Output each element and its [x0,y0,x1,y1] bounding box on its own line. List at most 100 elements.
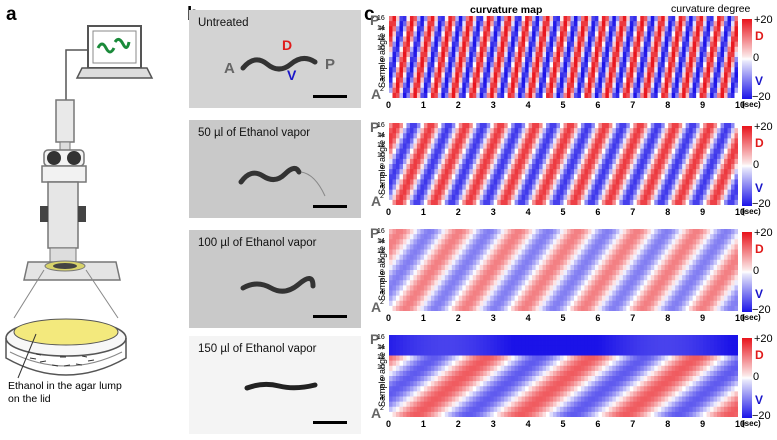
x-tick-label: 10 [735,313,746,323]
y-tick-label: 14 [377,24,385,32]
heatmap-4 [389,335,738,417]
y-tick-label: 10 [377,364,385,372]
panel-a-caption: Ethanol in the agar lump on the lid [8,380,122,406]
scale-bar [313,315,347,318]
y-tick-label: 8 [380,55,384,63]
colorbar-min: −20 [752,304,771,316]
x-tick-label: 5 [560,100,566,110]
x-tick-label: 5 [560,207,566,217]
x-tick-label: 1 [420,313,426,323]
photo-150ul: 150 µl of Ethanol vapor [189,336,361,434]
x-tick-label: 2 [455,419,461,429]
y-tick-label: 12 [377,354,385,362]
y-tick-label: 16 [377,121,385,129]
x-tick-label: 6 [595,313,601,323]
worm-image [238,166,326,197]
label-anterior: A [371,299,382,315]
caption-line-1: Ethanol in the agar lump [8,380,122,392]
y-tick-label: 6 [380,278,384,286]
x-tick-label: 9 [700,100,706,110]
colorbar [742,19,752,99]
x-tick-label: 3 [490,100,496,110]
colorbar [742,126,752,206]
x-tick-label: 8 [665,313,671,323]
y-tick-label: 2 [380,299,384,307]
label-posterior: P [370,12,380,28]
x-axis-unit: (sec) [742,313,761,322]
colorbar-zero: 0 [753,265,760,277]
y-tick-label: 12 [377,142,385,150]
curvature-map-title: curvature map [470,4,543,16]
x-tick-label: 8 [665,207,671,217]
y-tick-label: 14 [377,343,385,351]
y-tick-label: 8 [380,268,384,276]
photo-100ul: 100 µl of Ethanol vapor [189,230,361,328]
microscope-setup-illustration [5,25,154,379]
x-tick-label: 1 [420,419,426,429]
x-tick-label: 3 [490,313,496,323]
colorbar-zero: 0 [753,371,760,383]
label-anterior: A [371,405,382,421]
y-tick-label: 4 [380,183,384,191]
label-dorsal: D [282,37,293,53]
colorbar-max: +20 [754,333,773,345]
colorbar-dorsal: D [755,136,764,150]
colorbar-zero: 0 [753,52,760,64]
label-posterior: P [370,331,380,347]
colorbar-min: −20 [752,91,771,103]
x-tick-label: 9 [700,313,706,323]
x-tick-label: 5 [560,313,566,323]
x-tick-label: 4 [525,419,531,429]
colorbar-ventral: V [755,181,764,195]
scale-bar [313,421,347,424]
x-axis-unit: (sec) [742,419,761,428]
x-tick-label: 10 [735,419,746,429]
colorbar-min: −20 [752,198,771,210]
x-tick-label: 7 [630,207,636,217]
x-tick-label: 8 [665,419,671,429]
y-tick-label: 16 [377,333,385,341]
x-tick-label: 3 [490,207,496,217]
x-tick-label: 2 [455,313,461,323]
heatmap-3 [389,229,738,311]
x-tick-label: 7 [630,419,636,429]
x-tick-label: 0 [386,313,392,323]
x-tick-label: 4 [525,313,531,323]
x-tick-label: 5 [560,419,566,429]
photo-50ul: 50 µl of Ethanol vapor [189,120,361,218]
heatmap-2 [389,123,738,205]
panel-a-letter: a [6,4,17,25]
colorbar-min: −20 [752,410,771,422]
label-anterior: A [371,193,382,209]
x-tick-label: 9 [700,419,706,429]
laptop-icon [75,25,154,79]
label-anterior: A [224,60,235,77]
photo-untreated: Untreated A P D V [189,10,361,108]
x-tick-label: 0 [386,100,392,110]
y-tick-label: 14 [377,131,385,139]
colorbar-title: curvature degree [671,3,751,15]
colorbar-max: +20 [754,121,773,133]
x-tick-label: 0 [386,419,392,429]
colorbar-ventral: V [755,287,764,301]
heatmap-1 [389,16,738,98]
y-tick-label: 2 [380,193,384,201]
x-tick-label: 4 [525,207,531,217]
x-tick-label: 2 [455,100,461,110]
worm-image [244,381,318,391]
colorbar [742,232,752,312]
x-tick-label: 4 [525,100,531,110]
x-tick-label: 6 [595,419,601,429]
x-tick-label: 6 [595,207,601,217]
colorbar-dorsal: D [755,242,764,256]
y-tick-label: 6 [380,384,384,392]
x-tick-label: 1 [420,207,426,217]
colorbar [742,338,752,418]
y-tick-label: 4 [380,76,384,84]
label-posterior: P [370,225,380,241]
x-tick-label: 10 [735,100,746,110]
x-tick-label: 1 [420,100,426,110]
y-tick-label: 6 [380,172,384,180]
colorbar-dorsal: D [755,29,764,43]
x-tick-label: 9 [700,207,706,217]
